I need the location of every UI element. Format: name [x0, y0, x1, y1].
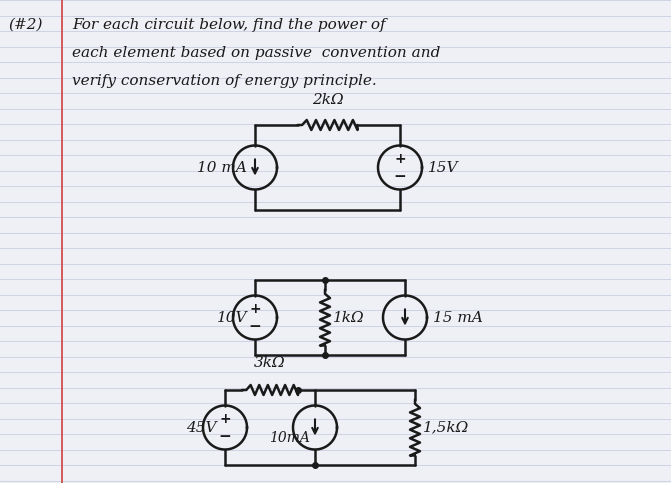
- Text: For each circuit below, find the power of: For each circuit below, find the power o…: [72, 18, 386, 32]
- Text: each element based on passive  convention and: each element based on passive convention…: [72, 46, 440, 60]
- Text: +: +: [394, 152, 406, 166]
- Text: 45V: 45V: [187, 421, 217, 435]
- Text: +: +: [249, 302, 261, 316]
- Text: 15 mA: 15 mA: [433, 311, 483, 325]
- Text: 15V: 15V: [428, 160, 458, 174]
- Text: −: −: [249, 319, 262, 334]
- Text: 1kΩ: 1kΩ: [333, 311, 364, 325]
- Text: 3kΩ: 3kΩ: [254, 356, 286, 370]
- Text: 10mA: 10mA: [269, 430, 310, 444]
- Text: 1,5kΩ: 1,5kΩ: [423, 421, 469, 435]
- Text: +: +: [219, 412, 231, 426]
- Text: −: −: [394, 169, 407, 184]
- Text: 2kΩ: 2kΩ: [312, 93, 344, 107]
- Text: 10V: 10V: [217, 311, 247, 325]
- Text: verify conservation of energy principle.: verify conservation of energy principle.: [72, 74, 376, 88]
- Text: 10 mA: 10 mA: [197, 160, 247, 174]
- Text: (#2): (#2): [8, 18, 42, 32]
- Text: −: −: [219, 429, 231, 444]
